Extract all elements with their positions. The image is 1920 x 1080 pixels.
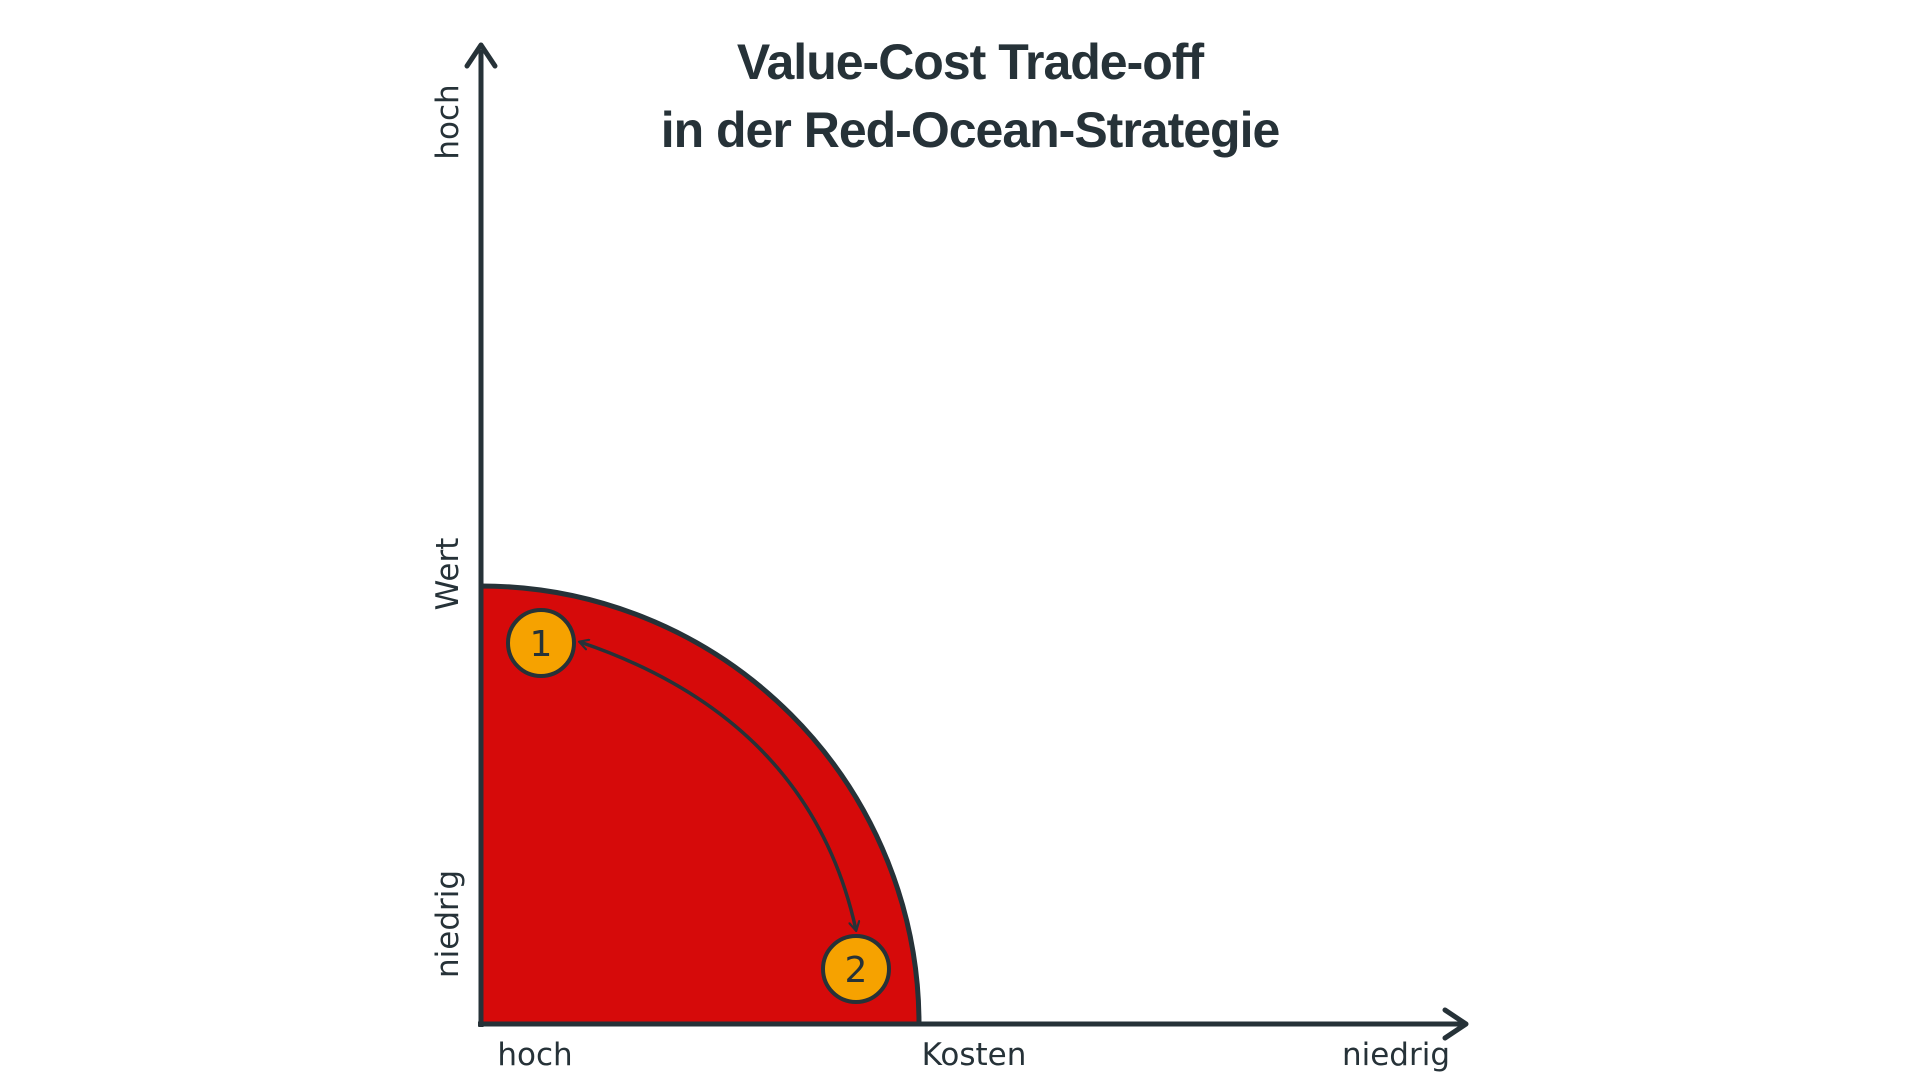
trade-off-double-arrow xyxy=(580,642,856,930)
marker-2-circle xyxy=(821,934,891,1004)
marker-2-label: 2 xyxy=(845,950,868,991)
value-axis-low-label: niedrig xyxy=(430,870,466,978)
marker-1-circle xyxy=(506,608,576,678)
diagram-title-line-2: in der Red-Ocean-Strategie xyxy=(661,102,1280,158)
marker-1-label: 1 xyxy=(530,624,553,665)
cost-axis-title: Kosten xyxy=(922,1037,1027,1073)
value-axis-arrowhead xyxy=(464,42,498,69)
value-axis-title: Wert xyxy=(430,538,466,611)
cost-axis-high-label: hoch xyxy=(497,1037,572,1073)
cost-axis-arrowhead xyxy=(1442,1007,1469,1041)
value-axis-high-label: hoch xyxy=(430,84,466,159)
marker-2: 2 xyxy=(821,934,891,1004)
cost-axis-low-label: niedrig xyxy=(1342,1037,1450,1073)
marker-1: 1 xyxy=(506,608,576,678)
diagram-title-line-1: Value-Cost Trade-off xyxy=(737,34,1205,90)
